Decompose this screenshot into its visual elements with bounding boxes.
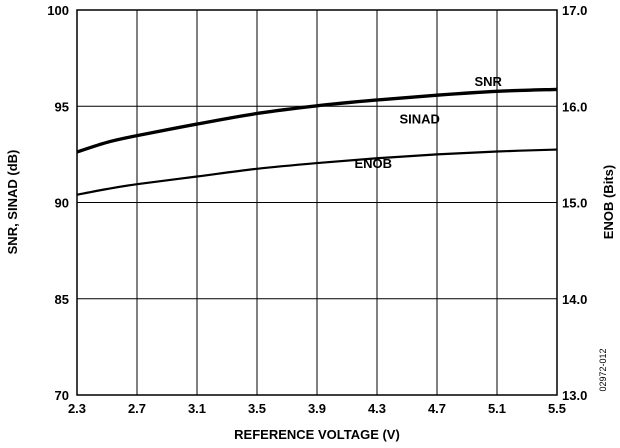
annotation-sinad: SINAD bbox=[400, 112, 440, 127]
annotation-snr: SNR bbox=[475, 74, 503, 89]
y-right-tick-label: 17.0 bbox=[562, 3, 587, 18]
y-right-axis-title: ENOB (Bits) bbox=[601, 165, 616, 239]
x-axis-title: REFERENCE VOLTAGE (V) bbox=[234, 427, 400, 442]
x-tick-label: 4.7 bbox=[428, 401, 446, 416]
x-tick-label: 4.3 bbox=[368, 401, 386, 416]
x-tick-label: 3.5 bbox=[248, 401, 266, 416]
x-tick-label: 2.7 bbox=[128, 401, 146, 416]
y-left-tick-labels: 70 85 90 95 100 bbox=[47, 3, 69, 403]
y-right-tick-label: 15.0 bbox=[562, 196, 587, 211]
y-right-tick-labels: 13.0 14.0 15.0 16.0 17.0 bbox=[562, 3, 587, 403]
x-tick-label: 3.9 bbox=[308, 401, 326, 416]
y-left-tick-label: 95 bbox=[55, 99, 69, 114]
y-right-tick-label: 14.0 bbox=[562, 292, 587, 307]
x-tick-label: 2.3 bbox=[68, 401, 86, 416]
x-tick-label: 5.5 bbox=[548, 401, 566, 416]
y-left-tick-label: 85 bbox=[55, 292, 69, 307]
series-line-sinad bbox=[76, 88, 558, 154]
figure-id: 02972-012 bbox=[598, 348, 608, 391]
x-tick-label: 3.1 bbox=[188, 401, 206, 416]
series-line-enob bbox=[76, 148, 558, 196]
x-tick-label: 5.1 bbox=[488, 401, 506, 416]
plot-frame bbox=[76, 9, 558, 396]
y-left-tick-label: 70 bbox=[55, 388, 69, 403]
x-tick-labels: 2.3 2.7 3.1 3.5 3.9 4.3 4.7 5.1 5.5 bbox=[68, 401, 566, 416]
y-left-tick-label: 100 bbox=[47, 3, 69, 18]
y-right-tick-label: 13.0 bbox=[562, 388, 587, 403]
y-left-axis-title: SNR, SINAD (dB) bbox=[5, 150, 20, 255]
y-right-tick-label: 16.0 bbox=[562, 99, 587, 114]
annotation-enob: ENOB bbox=[355, 156, 393, 171]
series-annotations: SNR SINAD ENOB bbox=[355, 74, 503, 171]
y-left-tick-label: 90 bbox=[55, 196, 69, 211]
series-group bbox=[76, 87, 558, 196]
